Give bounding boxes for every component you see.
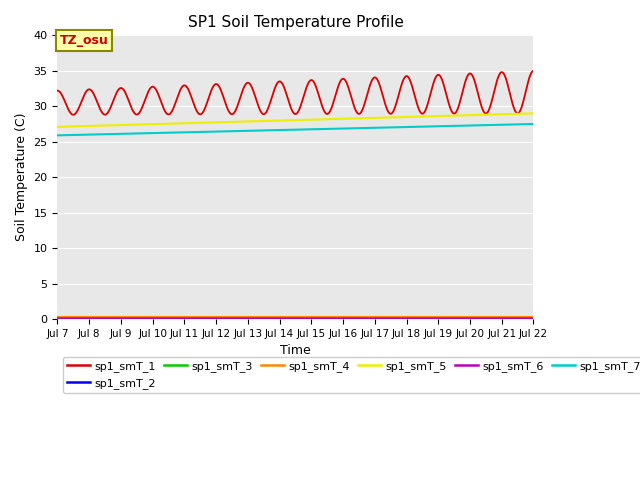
Y-axis label: Soil Temperature (C): Soil Temperature (C) xyxy=(15,113,28,241)
X-axis label: Time: Time xyxy=(280,344,311,357)
Title: SP1 Soil Temperature Profile: SP1 Soil Temperature Profile xyxy=(188,15,403,30)
Legend: sp1_smT_1, sp1_smT_2, sp1_smT_3, sp1_smT_4, sp1_smT_5, sp1_smT_6, sp1_smT_7: sp1_smT_1, sp1_smT_2, sp1_smT_3, sp1_smT… xyxy=(63,357,640,393)
Text: TZ_osu: TZ_osu xyxy=(60,34,109,47)
